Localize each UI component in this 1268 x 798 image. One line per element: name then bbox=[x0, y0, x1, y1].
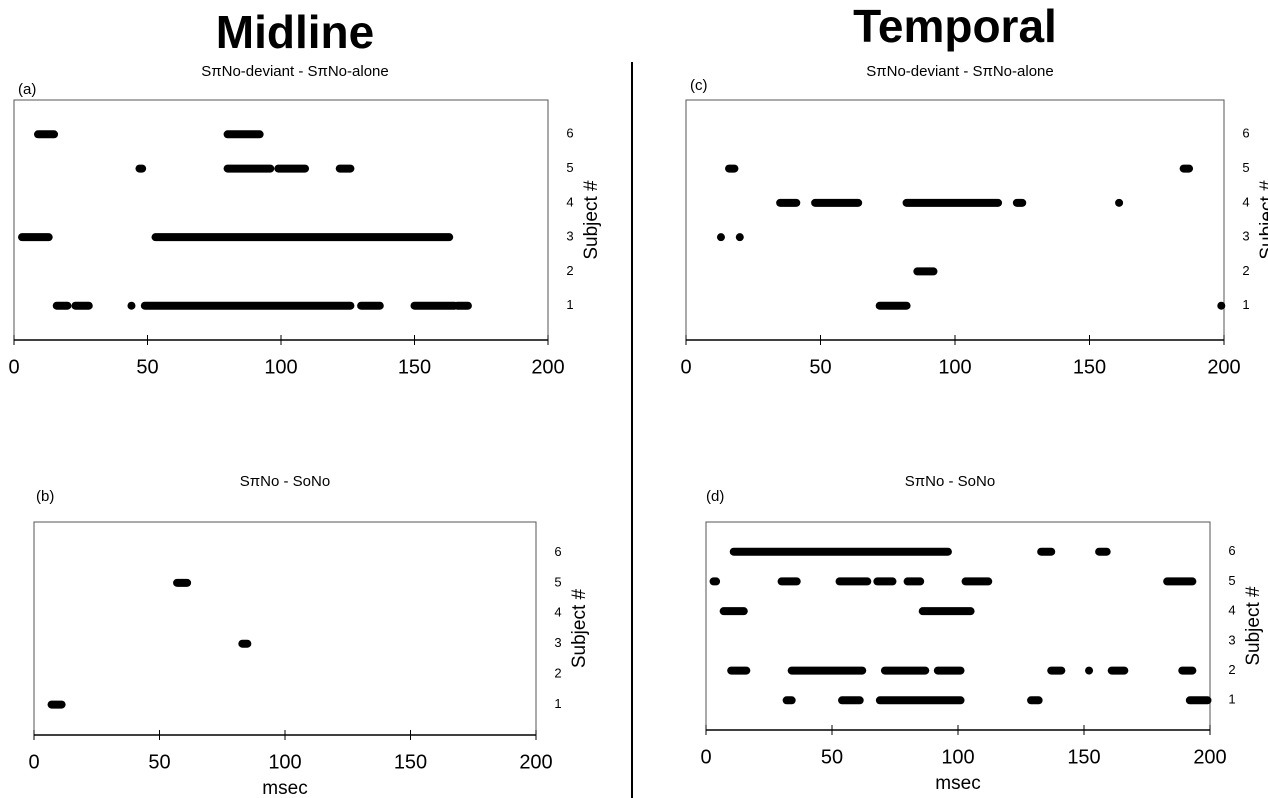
y-tick-label: 4 bbox=[1242, 194, 1249, 209]
x-tick-label: 100 bbox=[941, 746, 974, 768]
x-tick-label: 100 bbox=[938, 356, 971, 378]
x-tick-label: 50 bbox=[809, 356, 831, 378]
y-axis-label: Subject # bbox=[1243, 586, 1264, 666]
y-tick-label: 6 bbox=[1242, 126, 1249, 141]
x-tick-label: 200 bbox=[519, 751, 552, 773]
x-tick-label: 50 bbox=[136, 356, 158, 378]
plot-frame bbox=[13, 99, 549, 340]
y-tick-label: 6 bbox=[566, 126, 573, 141]
plot-frame bbox=[33, 521, 537, 735]
y-tick-label: 1 bbox=[554, 696, 561, 711]
y-tick-label: 4 bbox=[566, 194, 573, 209]
panel-label: (c) bbox=[690, 77, 708, 94]
y-tick-label: 1 bbox=[566, 297, 573, 312]
x-tick-label: 100 bbox=[264, 356, 297, 378]
x-tick-label: 200 bbox=[531, 356, 564, 378]
x-tick-label: 50 bbox=[148, 751, 170, 773]
subtitle: SπNo - SoNo bbox=[905, 473, 995, 490]
y-tick-label: 2 bbox=[566, 263, 573, 278]
x-tick-label: 150 bbox=[1073, 356, 1106, 378]
x-axis-label: msec bbox=[262, 778, 307, 798]
y-tick-label: 4 bbox=[1228, 603, 1235, 618]
x-tick-label: 0 bbox=[8, 356, 19, 378]
x-tick-label: 0 bbox=[700, 746, 711, 768]
y-tick-label: 3 bbox=[554, 635, 561, 650]
panel-label: (a) bbox=[18, 81, 36, 98]
column-header: Temporal bbox=[853, 0, 1057, 52]
plot-frame bbox=[705, 521, 1211, 730]
y-tick-label: 3 bbox=[1242, 229, 1249, 244]
x-tick-label: 0 bbox=[680, 356, 691, 378]
y-tick-label: 6 bbox=[554, 544, 561, 559]
y-tick-label: 4 bbox=[554, 605, 561, 620]
y-tick-label: 2 bbox=[554, 666, 561, 681]
panel-label: (b) bbox=[36, 488, 54, 505]
y-tick-label: 5 bbox=[554, 574, 561, 589]
subtitle: SπNo - SoNo bbox=[240, 473, 330, 490]
y-tick-label: 1 bbox=[1242, 297, 1249, 312]
y-tick-label: 2 bbox=[1228, 662, 1235, 677]
y-tick-label: 5 bbox=[1242, 160, 1249, 175]
x-tick-label: 200 bbox=[1207, 356, 1240, 378]
x-tick-label: 200 bbox=[1193, 746, 1226, 768]
y-tick-label: 2 bbox=[1242, 263, 1249, 278]
x-tick-label: 150 bbox=[1067, 746, 1100, 768]
y-tick-label: 5 bbox=[566, 160, 573, 175]
y-tick-label: 5 bbox=[1228, 573, 1235, 588]
y-axis-label: Subject # bbox=[1257, 180, 1268, 260]
x-tick-label: 150 bbox=[398, 356, 431, 378]
panel-label: (d) bbox=[706, 488, 724, 505]
y-axis-label: Subject # bbox=[569, 588, 590, 668]
subtitle: SπNo-deviant - SπNo-alone bbox=[866, 63, 1053, 80]
y-tick-label: 6 bbox=[1228, 543, 1235, 558]
y-tick-label: 3 bbox=[566, 229, 573, 244]
y-axis-label: Subject # bbox=[581, 180, 602, 260]
plot-frame bbox=[685, 99, 1225, 340]
column-header: Midline bbox=[216, 6, 374, 58]
x-tick-label: 100 bbox=[268, 751, 301, 773]
x-tick-label: 150 bbox=[394, 751, 427, 773]
x-tick-label: 50 bbox=[821, 746, 843, 768]
x-tick-label: 0 bbox=[28, 751, 39, 773]
y-tick-label: 3 bbox=[1228, 632, 1235, 647]
subtitle: SπNo-deviant - SπNo-alone bbox=[201, 63, 388, 80]
y-tick-label: 1 bbox=[1228, 692, 1235, 707]
x-axis-label: msec bbox=[935, 773, 980, 794]
